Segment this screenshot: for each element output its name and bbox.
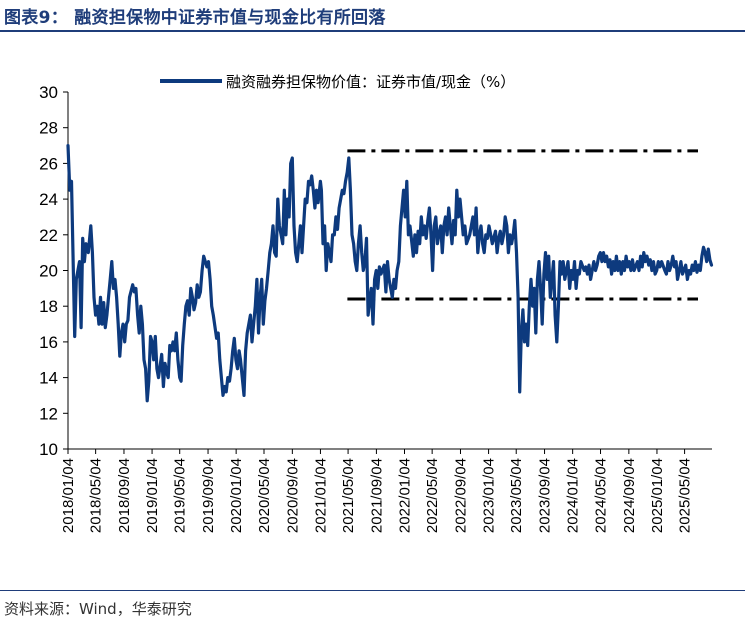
y-tick-label: 16 [39,333,58,352]
x-tick-label: 2018/05/04 [88,458,105,533]
x-tick-label: 2021/05/04 [340,458,357,533]
x-tick-label: 2022/01/04 [397,458,414,533]
y-tick-label: 20 [39,262,58,281]
x-tick-label: 2025/05/04 [677,458,694,533]
y-tick-label: 12 [39,404,58,423]
legend: 融资融券担保物价值：证券市值/现金（%） [160,73,515,91]
x-tick-label: 2024/05/04 [593,458,610,533]
chart-title: 图表9： 融资担保物中证券市值与现金比有所回落 [4,8,386,28]
y-tick-label: 28 [39,119,58,138]
line-chart: 融资融券担保物价值：证券市值/现金（%） 10 12 14 16 18 20 22 24 26 2… [39,73,714,533]
x-tick-label: 2022/09/04 [452,458,469,533]
x-tick-label: 2021/09/04 [368,458,385,533]
y-axis: 10 12 14 16 18 20 22 24 26 28 30 [39,83,69,459]
x-tick-label: 2021/01/04 [312,458,329,533]
y-tick-label: 24 [39,190,58,209]
plot-area [66,144,714,403]
x-tick-label: 2019/01/04 [144,458,161,533]
x-tick-label: 2020/05/04 [256,458,273,533]
series-line [66,144,714,403]
footer-rule [0,590,745,591]
x-axis: 2018/01/04 2018/05/04 2018/09/04 2019/01/04… [60,448,712,533]
y-tick-label: 10 [39,440,58,459]
x-tick-label: 2024/09/04 [621,458,638,533]
y-tick-label: 18 [39,297,58,316]
x-tick-label: 2018/01/04 [60,458,77,533]
x-tick-label: 2023/01/04 [481,458,498,533]
y-tick-label: 22 [39,226,58,245]
y-tick-label: 30 [39,83,58,102]
title-rule [0,30,745,32]
x-tick-label: 2022/05/04 [424,458,441,533]
y-tick-label: 14 [39,369,58,388]
reference-lines [347,149,698,301]
x-tick-label: 2018/09/04 [116,458,133,533]
x-tick-label: 2024/01/04 [565,458,582,533]
x-tick-label: 2019/09/04 [200,458,217,533]
x-tick-label: 2020/09/04 [284,458,301,533]
x-tick-label: 2023/05/04 [508,458,525,533]
source-note: 资料来源：Wind，华泰研究 [4,600,192,618]
x-tick-label: 2019/05/04 [172,458,189,533]
y-tick-label: 26 [39,154,58,173]
x-tick-label: 2025/01/04 [649,458,666,533]
x-tick-label: 2023/09/04 [537,458,554,533]
legend-label: 融资融券担保物价值：证券市值/现金（%） [226,73,515,91]
x-tick-label: 2020/01/04 [228,458,245,533]
